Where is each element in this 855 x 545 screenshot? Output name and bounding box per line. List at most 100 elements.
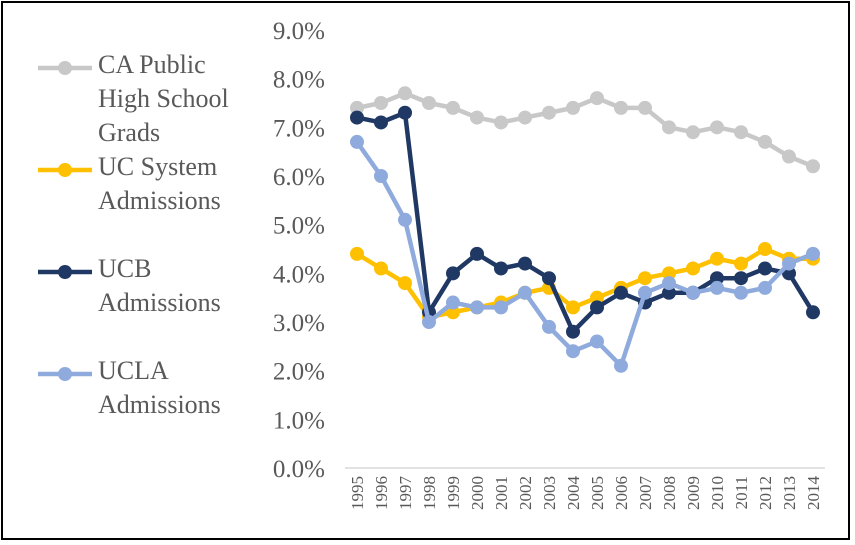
data-point <box>662 285 676 300</box>
data-point <box>518 256 532 271</box>
data-point <box>374 96 388 110</box>
data-point <box>806 159 820 174</box>
data-point <box>422 315 436 329</box>
data-point <box>806 246 820 261</box>
y-tick-label: 2.0% <box>273 359 325 386</box>
x-tick-label: 2003 <box>540 476 559 510</box>
y-tick-label: 9.0% <box>273 18 325 45</box>
data-point <box>686 125 700 140</box>
data-point <box>494 115 508 130</box>
data-point <box>470 110 484 125</box>
data-point <box>710 251 724 266</box>
y-tick-label: 8.0% <box>273 67 325 94</box>
legend-swatch <box>38 367 92 381</box>
data-point <box>590 300 604 315</box>
data-point <box>350 110 364 125</box>
data-point <box>542 105 556 120</box>
series-ucla-admissions <box>350 134 820 373</box>
data-point <box>374 261 388 276</box>
legend-label: UCLA Admissions <box>98 356 221 419</box>
data-point <box>350 100 364 115</box>
x-tick-label: 2012 <box>756 476 775 510</box>
x-tick-label: 2004 <box>564 476 583 511</box>
data-point <box>614 358 628 373</box>
data-point <box>734 271 748 286</box>
data-point <box>638 271 652 286</box>
data-point <box>398 276 412 291</box>
data-point <box>662 266 676 281</box>
data-point <box>350 134 364 149</box>
x-tick-label: 1997 <box>396 476 415 511</box>
legend-swatch <box>38 61 92 75</box>
data-point <box>806 305 820 320</box>
data-point <box>542 271 556 286</box>
data-point <box>638 100 652 115</box>
data-point <box>686 261 700 276</box>
data-point <box>494 261 508 276</box>
data-point <box>758 280 772 295</box>
data-point <box>350 246 364 261</box>
data-point <box>638 285 652 300</box>
legend-swatch <box>38 265 92 279</box>
legend-item: UC System Admissions <box>36 152 248 218</box>
legend-label: UCB Admissions <box>98 254 221 317</box>
x-tick-label: 2007 <box>636 476 655 511</box>
data-point <box>614 285 628 300</box>
data-point <box>398 86 412 101</box>
legend-label: CA Public High School Grads <box>98 50 229 147</box>
data-point <box>398 212 412 227</box>
x-tick-label: 1998 <box>420 476 439 510</box>
data-point <box>710 271 724 286</box>
series-ucb-admissions <box>350 105 820 339</box>
y-tick-label: 4.0% <box>273 261 325 288</box>
x-tick-label: 2011 <box>732 476 751 509</box>
data-point <box>446 305 460 320</box>
y-tick-label: 0.0% <box>273 456 325 483</box>
data-point <box>374 169 388 183</box>
data-point <box>734 285 748 300</box>
x-tick-label: 2014 <box>804 476 823 511</box>
data-point <box>566 344 580 359</box>
data-point <box>758 261 772 276</box>
x-tick-label: 2008 <box>660 476 679 510</box>
x-tick-label: 2009 <box>684 476 703 510</box>
y-tick-label: 1.0% <box>273 407 325 434</box>
data-point <box>686 285 700 300</box>
legend-item: CA Public High School Grads <box>36 50 248 150</box>
data-point <box>734 256 748 271</box>
data-point <box>590 334 604 349</box>
legend-item: UCLA Admissions <box>36 356 248 422</box>
data-point <box>566 324 580 339</box>
data-point <box>662 276 676 291</box>
x-tick-label: 1995 <box>348 476 367 510</box>
data-point <box>590 91 604 106</box>
y-tick-label: 7.0% <box>273 115 325 142</box>
data-point <box>494 300 508 315</box>
data-point <box>542 319 556 334</box>
data-point <box>470 300 484 315</box>
data-point <box>446 266 460 281</box>
x-tick-label: 1999 <box>444 476 463 510</box>
data-point <box>662 120 676 135</box>
y-tick-label: 5.0% <box>273 213 325 240</box>
series-ca-public-high-school-grads <box>350 86 820 174</box>
y-tick-label: 3.0% <box>273 310 325 337</box>
data-point <box>710 280 724 295</box>
data-point <box>710 120 724 135</box>
x-tick-label: 2000 <box>468 476 487 510</box>
y-tick-label: 6.0% <box>273 164 325 191</box>
x-tick-label: 2006 <box>612 476 631 510</box>
x-tick-label: 2013 <box>780 476 799 510</box>
data-point <box>590 290 604 305</box>
data-point <box>398 105 412 120</box>
data-point <box>566 100 580 115</box>
legend-item: UCB Admissions <box>36 254 248 320</box>
series-line <box>355 140 814 369</box>
legend-swatch <box>38 163 92 177</box>
data-point <box>470 246 484 261</box>
data-point <box>734 125 748 140</box>
data-point <box>518 285 532 300</box>
data-point <box>446 295 460 310</box>
x-tick-label: 2005 <box>588 476 607 510</box>
